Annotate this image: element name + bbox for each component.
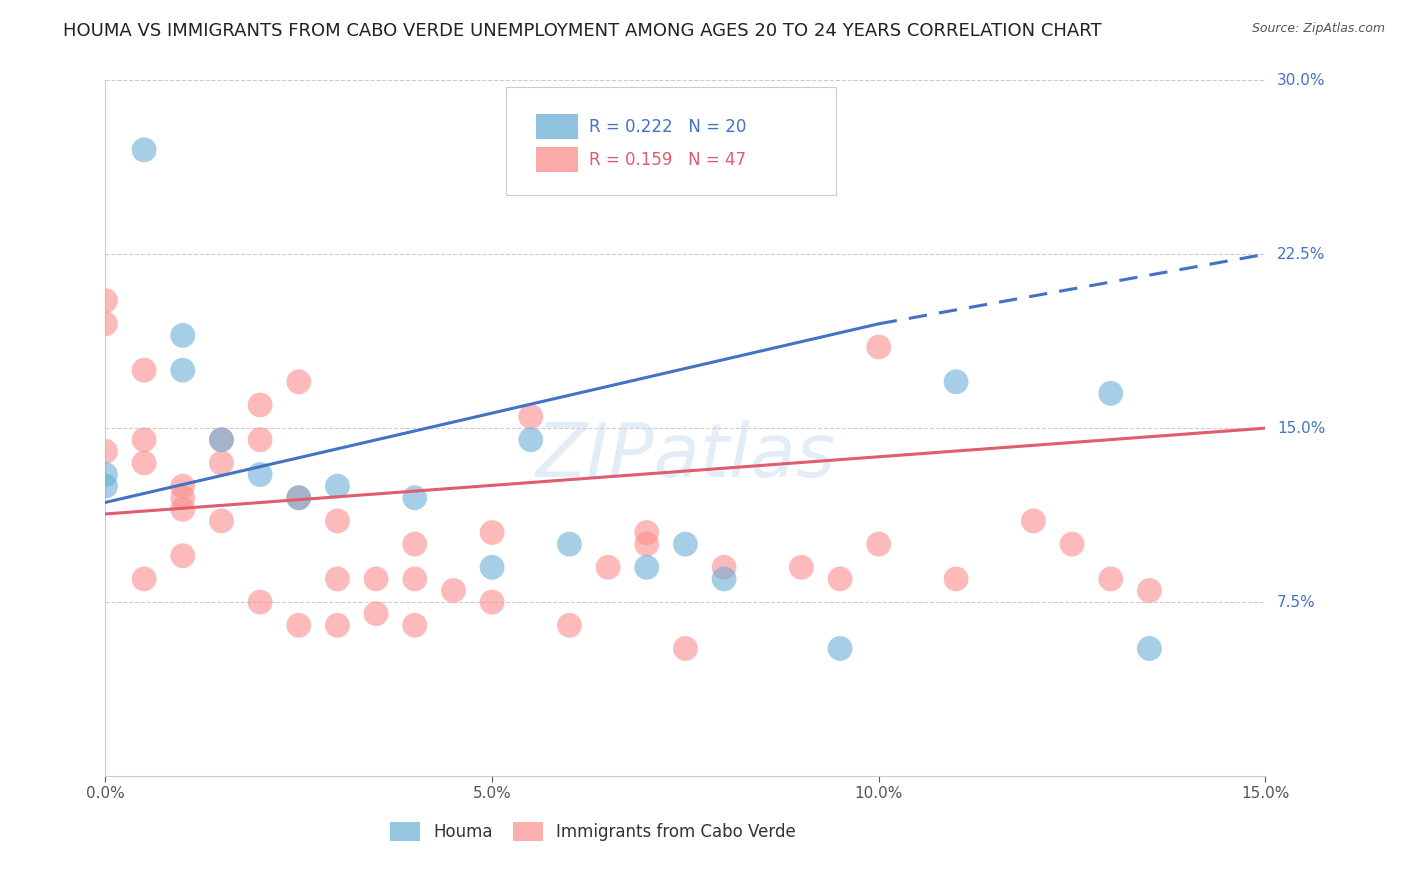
Point xyxy=(132,143,156,157)
FancyBboxPatch shape xyxy=(506,87,837,195)
Point xyxy=(172,491,194,505)
Point xyxy=(211,433,233,447)
Point xyxy=(132,456,156,470)
Point xyxy=(1139,641,1161,656)
Point xyxy=(1022,514,1045,528)
Text: 7.5%: 7.5% xyxy=(1277,595,1316,609)
Point xyxy=(288,618,311,632)
Point xyxy=(94,467,117,482)
Point xyxy=(481,525,503,540)
Text: HOUMA VS IMMIGRANTS FROM CABO VERDE UNEMPLOYMENT AMONG AGES 20 TO 24 YEARS CORRE: HOUMA VS IMMIGRANTS FROM CABO VERDE UNEM… xyxy=(63,22,1102,40)
Point xyxy=(675,641,697,656)
Point xyxy=(326,572,349,586)
Point xyxy=(636,537,658,551)
FancyBboxPatch shape xyxy=(536,147,578,172)
Point xyxy=(326,479,349,493)
Point xyxy=(249,595,271,609)
Text: Source: ZipAtlas.com: Source: ZipAtlas.com xyxy=(1251,22,1385,36)
Text: 15.0%: 15.0% xyxy=(1277,421,1326,435)
Point xyxy=(558,618,581,632)
Point xyxy=(211,433,233,447)
Point xyxy=(94,444,117,458)
Point xyxy=(1099,572,1122,586)
Point xyxy=(520,433,543,447)
Point xyxy=(172,363,194,377)
Point xyxy=(404,491,426,505)
Point xyxy=(636,525,658,540)
Point xyxy=(713,560,735,574)
Point xyxy=(94,479,117,493)
Point xyxy=(288,375,311,389)
Legend: Houma, Immigrants from Cabo Verde: Houma, Immigrants from Cabo Verde xyxy=(382,815,803,847)
Text: ZIPatlas: ZIPatlas xyxy=(536,420,835,492)
Point xyxy=(945,375,967,389)
FancyBboxPatch shape xyxy=(536,114,578,139)
Point xyxy=(288,491,311,505)
Point xyxy=(1139,583,1161,598)
Point xyxy=(94,293,117,308)
Point xyxy=(945,572,967,586)
Point xyxy=(520,409,543,424)
Point xyxy=(481,595,503,609)
Point xyxy=(790,560,813,574)
Point xyxy=(211,514,233,528)
Point xyxy=(249,467,271,482)
Text: R = 0.222   N = 20: R = 0.222 N = 20 xyxy=(589,118,747,136)
Point xyxy=(404,618,426,632)
Point xyxy=(366,607,388,621)
Point xyxy=(172,549,194,563)
Text: R = 0.159   N = 47: R = 0.159 N = 47 xyxy=(589,151,747,169)
Point xyxy=(598,560,620,574)
Point xyxy=(132,572,156,586)
Point xyxy=(675,537,697,551)
Point xyxy=(132,363,156,377)
Point xyxy=(1062,537,1084,551)
Point xyxy=(249,433,271,447)
Point xyxy=(713,572,735,586)
Point xyxy=(636,560,658,574)
Point xyxy=(830,572,852,586)
Point xyxy=(481,560,503,574)
Point xyxy=(1099,386,1122,401)
Point xyxy=(326,618,349,632)
Point xyxy=(404,537,426,551)
Point xyxy=(172,502,194,516)
Point xyxy=(172,479,194,493)
Point xyxy=(249,398,271,412)
Point xyxy=(211,456,233,470)
Point xyxy=(441,583,464,598)
Point xyxy=(830,641,852,656)
Point xyxy=(366,572,388,586)
Point xyxy=(404,572,426,586)
Point xyxy=(868,340,890,354)
Text: 30.0%: 30.0% xyxy=(1277,73,1326,87)
Point xyxy=(326,514,349,528)
Point xyxy=(132,433,156,447)
Point xyxy=(288,491,311,505)
Point xyxy=(94,317,117,331)
Point xyxy=(558,537,581,551)
Point xyxy=(172,328,194,343)
Text: 22.5%: 22.5% xyxy=(1277,247,1326,261)
Point xyxy=(868,537,890,551)
